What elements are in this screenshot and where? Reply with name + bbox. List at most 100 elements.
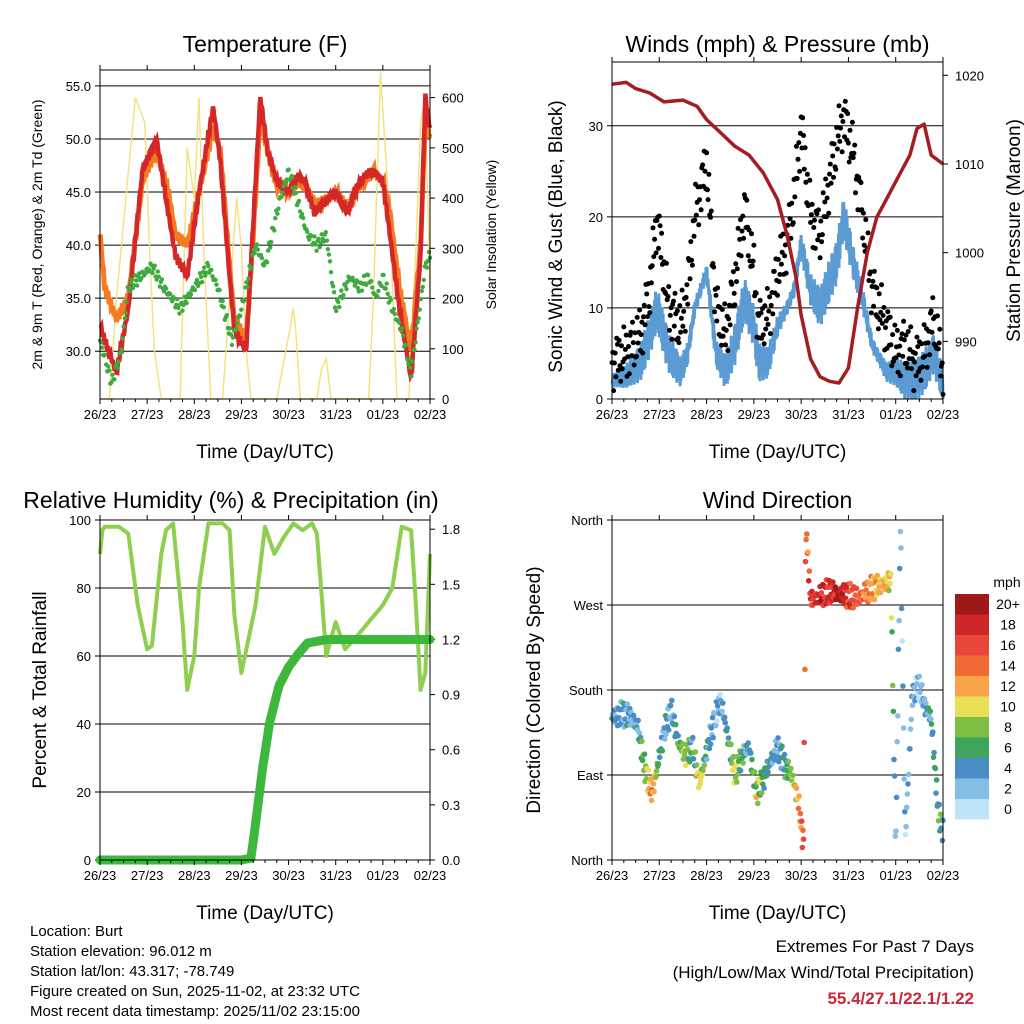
direction-point <box>930 754 937 761</box>
gust-point <box>628 329 634 335</box>
gust-point <box>808 220 814 225</box>
direction-point <box>717 691 723 698</box>
gust-point <box>723 327 729 333</box>
gust-point <box>822 199 828 205</box>
gust-point <box>871 268 877 274</box>
dewpoint-point <box>199 279 205 285</box>
direction-point <box>830 579 836 585</box>
gust-point <box>883 325 888 331</box>
direction-point <box>734 779 740 785</box>
gust-point <box>823 176 829 182</box>
dewpoint-point <box>413 340 418 345</box>
dewpoint-point <box>419 288 424 294</box>
dewpoint-point <box>292 185 298 190</box>
dewpoint-point <box>99 345 105 350</box>
dewpoint-point <box>121 324 126 329</box>
extremes-subtitle: (High/Low/Max Wind/Total Precipitation) <box>672 963 974 982</box>
humidity-ytick-label: 40 <box>77 717 91 732</box>
gust-point <box>641 314 646 320</box>
gust-point <box>868 310 874 316</box>
direction-point <box>725 735 732 741</box>
direction-point <box>671 713 678 720</box>
dewpoint-point <box>194 277 200 283</box>
legend-title: mph <box>993 574 1020 590</box>
gust-point <box>665 294 671 299</box>
gust-point <box>930 295 936 301</box>
dewpoint-point <box>281 183 286 189</box>
temperature-xtick-label: 28/23 <box>178 407 211 422</box>
gust-point <box>890 332 896 338</box>
humidity-chart: 0 20 40 60 80 100 0.0 0.3 0.6 0.9 1.2 1.5 1.8 Relativ… <box>23 487 460 924</box>
wind-series-line <box>610 201 945 400</box>
gust-point <box>936 340 942 346</box>
direction-xtick-label: 28/23 <box>690 868 723 883</box>
gust-point <box>630 319 635 325</box>
direction-point <box>802 558 809 565</box>
dewpoint-point <box>198 274 204 280</box>
dewpoint-point <box>202 265 207 270</box>
direction-point <box>724 725 730 731</box>
dewpoint-point <box>115 365 120 370</box>
dewpoint-point <box>396 320 402 325</box>
station-info: Location: Burt Station elevation: 96.012… <box>30 922 360 1022</box>
direction-point <box>706 736 712 743</box>
temperature-xlabel: Time (Day/UTC) <box>196 442 334 463</box>
gust-point <box>688 239 694 245</box>
legend-swatch <box>955 758 989 779</box>
direction-xtick-label: 30/23 <box>785 868 818 883</box>
gust-point <box>887 314 893 320</box>
gust-point <box>698 207 704 213</box>
temperature-xtick-label: 30/23 <box>272 407 305 422</box>
gust-point <box>904 360 910 366</box>
direction-point <box>704 756 710 763</box>
dewpoint-point <box>120 336 125 341</box>
direction-point <box>722 719 729 726</box>
gust-point <box>675 335 681 341</box>
dewpoint-point <box>239 307 244 312</box>
direction-point <box>648 776 654 782</box>
gust-point <box>863 217 869 223</box>
direction-point <box>853 585 860 592</box>
extremes-box: Extremes For Past 7 Days (High/Low/Max W… <box>673 934 974 1012</box>
gust-point <box>922 353 928 359</box>
gust-point <box>807 177 813 183</box>
gust-point <box>647 310 653 316</box>
gust-point <box>871 303 877 309</box>
gust-point <box>816 207 821 213</box>
gust-point <box>719 342 724 348</box>
gust-point <box>901 337 907 343</box>
dewpoint-point <box>414 326 419 331</box>
gust-point <box>634 314 640 320</box>
direction-point <box>907 726 914 732</box>
gust-point <box>621 324 627 330</box>
gust-point <box>868 269 873 275</box>
dewpoint-point <box>217 287 222 293</box>
dewpoint-point <box>299 212 305 217</box>
legend-label: 18 <box>1000 617 1016 633</box>
direction-point <box>659 748 666 754</box>
direction-point <box>749 756 755 763</box>
gust-point <box>641 302 647 308</box>
gust-point <box>888 342 894 348</box>
gust-point <box>779 249 785 255</box>
dewpoint-point <box>426 249 432 255</box>
gust-point <box>746 227 752 233</box>
direction-point <box>781 751 788 758</box>
dewpoint-point <box>326 252 332 257</box>
gust-point <box>921 322 927 328</box>
direction-point <box>630 712 637 719</box>
gust-point <box>895 369 901 375</box>
gust-point <box>838 113 844 119</box>
direction-point <box>667 702 674 709</box>
dewpoint-point <box>220 298 225 304</box>
gust-point <box>720 333 726 339</box>
dewpoint-point <box>128 280 134 285</box>
gust-point <box>929 329 935 335</box>
dewpoint-point <box>359 288 365 293</box>
humidity-xtick-label: 27/23 <box>131 868 164 883</box>
gust-point <box>836 103 842 109</box>
dewpoint-point <box>425 258 431 264</box>
winds-xtick-label: 26/23 <box>596 407 629 422</box>
direction-point <box>902 831 909 838</box>
direction-point <box>937 811 944 818</box>
